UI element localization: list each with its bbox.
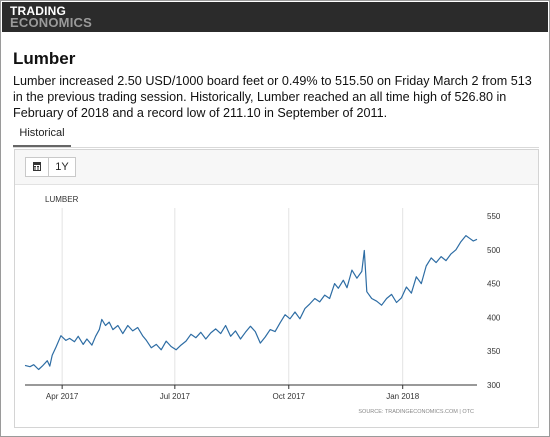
x-tick-label: Jan 2018 bbox=[386, 392, 419, 401]
lumber-chart: LUMBER Apr 2017 Jul 2017 Oct 2017 Jan 2018 … bbox=[24, 195, 501, 415]
y-tick-label: 550 bbox=[487, 212, 501, 221]
x-tick-label: Jul 2017 bbox=[160, 392, 191, 401]
series-line-layer bbox=[24, 234, 478, 371]
site-header: TRADING ECONOMICS bbox=[2, 2, 548, 32]
calendar-button[interactable] bbox=[25, 157, 49, 177]
range-1y-button[interactable]: 1Y bbox=[49, 157, 76, 177]
chart-grid bbox=[61, 208, 404, 385]
y-tick-label: 350 bbox=[487, 347, 501, 356]
tab-historical[interactable]: Historical bbox=[13, 125, 71, 147]
y-tick-label: 500 bbox=[487, 246, 501, 255]
y-tick-label: 450 bbox=[487, 280, 501, 289]
series-line bbox=[24, 234, 478, 371]
chart-toolbar: 1Y bbox=[15, 150, 538, 185]
chart-source: SOURCE: TRADINGECONOMICS.COM | OTC bbox=[358, 409, 474, 415]
x-tick-label: Oct 2017 bbox=[273, 392, 306, 401]
chart-title: LUMBER bbox=[45, 195, 79, 204]
y-tick-label: 400 bbox=[487, 313, 501, 322]
page-description: Lumber increased 2.50 USD/1000 board fee… bbox=[13, 74, 532, 120]
x-tick-label: Apr 2017 bbox=[46, 392, 79, 401]
logo-line-economics: ECONOMICS bbox=[10, 15, 92, 30]
site-logo[interactable]: TRADING ECONOMICS bbox=[10, 4, 92, 30]
chart-panel: 1Y LUMBER Apr 2017 Jul 2017 Oct 2017 Jan 20… bbox=[14, 149, 539, 428]
logo-line-trading: TRADING bbox=[10, 4, 67, 18]
calendar-icon bbox=[33, 162, 41, 171]
y-axis-ticks: 300 350 400 450 500 550 bbox=[487, 212, 501, 390]
tab-bar: Historical bbox=[13, 125, 539, 148]
y-tick-label: 300 bbox=[487, 381, 501, 390]
x-axis-ticks: Apr 2017 Jul 2017 Oct 2017 Jan 2018 bbox=[46, 385, 420, 401]
page-title: Lumber bbox=[13, 49, 76, 68]
